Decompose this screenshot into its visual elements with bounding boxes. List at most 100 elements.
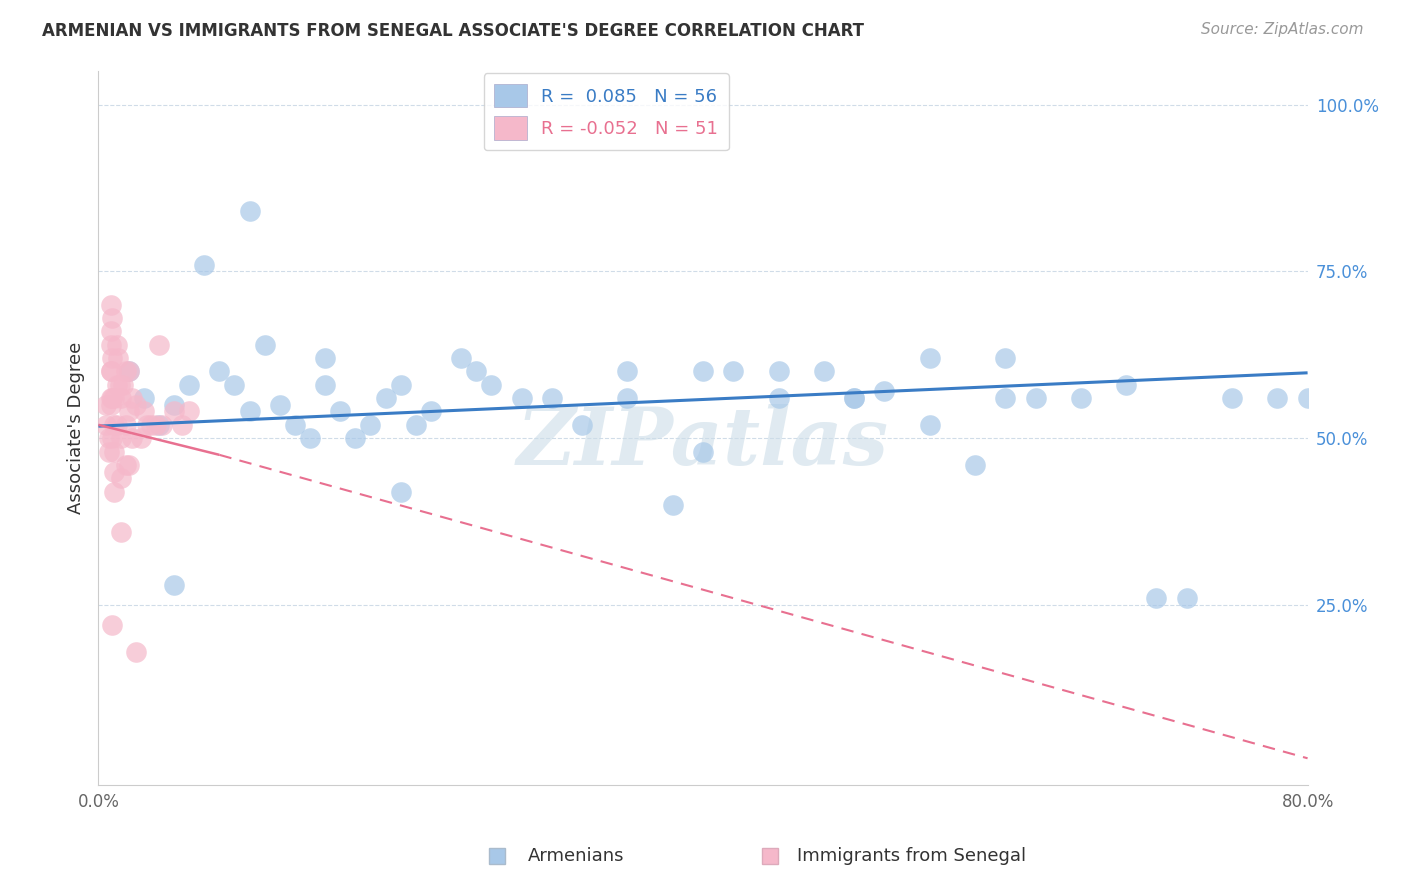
Point	[329, 404, 352, 418]
Point	[107, 351, 129, 365]
Point	[253, 338, 276, 352]
Point	[723, 364, 745, 378]
Point	[145, 417, 167, 432]
Point	[1267, 391, 1289, 405]
Point	[121, 391, 143, 405]
Y-axis label: Associate's Degree: Associate's Degree	[66, 342, 84, 515]
Point	[110, 391, 132, 405]
Point	[692, 364, 714, 378]
Point	[101, 351, 124, 365]
Point	[994, 391, 1017, 405]
Text: Source: ZipAtlas.com: Source: ZipAtlas.com	[1201, 22, 1364, 37]
Point	[994, 351, 1017, 365]
Point	[163, 578, 186, 592]
Point	[224, 377, 246, 392]
Point	[100, 338, 122, 352]
Point	[179, 404, 201, 418]
Legend: R =  0.085   N = 56, R = -0.052   N = 51: R = 0.085 N = 56, R = -0.052 N = 51	[484, 73, 728, 151]
Point	[148, 338, 170, 352]
Point	[114, 364, 136, 378]
Point	[571, 417, 593, 432]
Point	[170, 417, 193, 432]
Point	[98, 444, 121, 458]
Point	[405, 417, 427, 432]
Point	[135, 417, 157, 432]
Point	[1175, 591, 1198, 606]
Point	[1296, 391, 1319, 405]
Point	[108, 377, 131, 392]
Point	[103, 484, 125, 499]
Point	[163, 398, 186, 412]
Point	[450, 351, 472, 365]
Point	[98, 431, 121, 445]
Point	[105, 338, 128, 352]
Text: ARMENIAN VS IMMIGRANTS FROM SENEGAL ASSOCIATE'S DEGREE CORRELATION CHART: ARMENIAN VS IMMIGRANTS FROM SENEGAL ASSO…	[42, 22, 865, 40]
Point	[114, 458, 136, 472]
Point	[768, 391, 790, 405]
Text: Armenians: Armenians	[527, 847, 624, 865]
Point	[540, 391, 562, 405]
Point	[1144, 591, 1167, 606]
Point	[105, 417, 128, 432]
Point	[193, 258, 215, 272]
Point	[101, 391, 124, 405]
Point	[314, 351, 336, 365]
Point	[100, 364, 122, 378]
Point	[100, 298, 122, 312]
Point	[314, 377, 336, 392]
Point	[121, 431, 143, 445]
Point	[103, 465, 125, 479]
Point	[179, 377, 201, 392]
Point	[100, 398, 122, 412]
Point	[103, 444, 125, 458]
Point	[103, 391, 125, 405]
Point	[1070, 391, 1092, 405]
Point	[105, 377, 128, 392]
Point	[148, 417, 170, 432]
Point	[150, 417, 173, 432]
Point	[844, 391, 866, 405]
Point	[110, 524, 132, 539]
Point	[114, 417, 136, 432]
Point	[101, 431, 124, 445]
Point	[125, 398, 148, 412]
Point	[239, 404, 262, 418]
Text: ZIPatlas: ZIPatlas	[517, 404, 889, 481]
Point	[141, 417, 163, 432]
Point	[118, 364, 141, 378]
Point	[510, 391, 533, 405]
Point	[360, 417, 382, 432]
Point	[111, 377, 134, 392]
Point	[100, 325, 122, 339]
Text: Immigrants from Senegal: Immigrants from Senegal	[797, 847, 1026, 865]
Point	[118, 364, 141, 378]
Point	[768, 364, 790, 378]
Point	[163, 404, 186, 418]
Point	[389, 484, 412, 499]
Point	[692, 444, 714, 458]
Point	[374, 391, 396, 405]
Point	[118, 458, 141, 472]
Point	[965, 458, 987, 472]
Point	[389, 377, 412, 392]
Point	[103, 417, 125, 432]
Point	[269, 398, 291, 412]
Point	[132, 391, 155, 405]
Point	[1220, 391, 1243, 405]
Point	[101, 618, 124, 632]
Point	[94, 398, 117, 412]
Point	[918, 417, 941, 432]
Point	[110, 431, 132, 445]
Point	[100, 391, 122, 405]
Point	[918, 351, 941, 365]
Point	[844, 391, 866, 405]
Point	[813, 364, 835, 378]
Point	[101, 311, 124, 326]
Point	[344, 431, 367, 445]
Point	[239, 204, 262, 219]
Point	[616, 364, 638, 378]
Point	[1115, 377, 1137, 392]
Point	[118, 404, 141, 418]
Point	[129, 431, 152, 445]
Point	[284, 417, 307, 432]
